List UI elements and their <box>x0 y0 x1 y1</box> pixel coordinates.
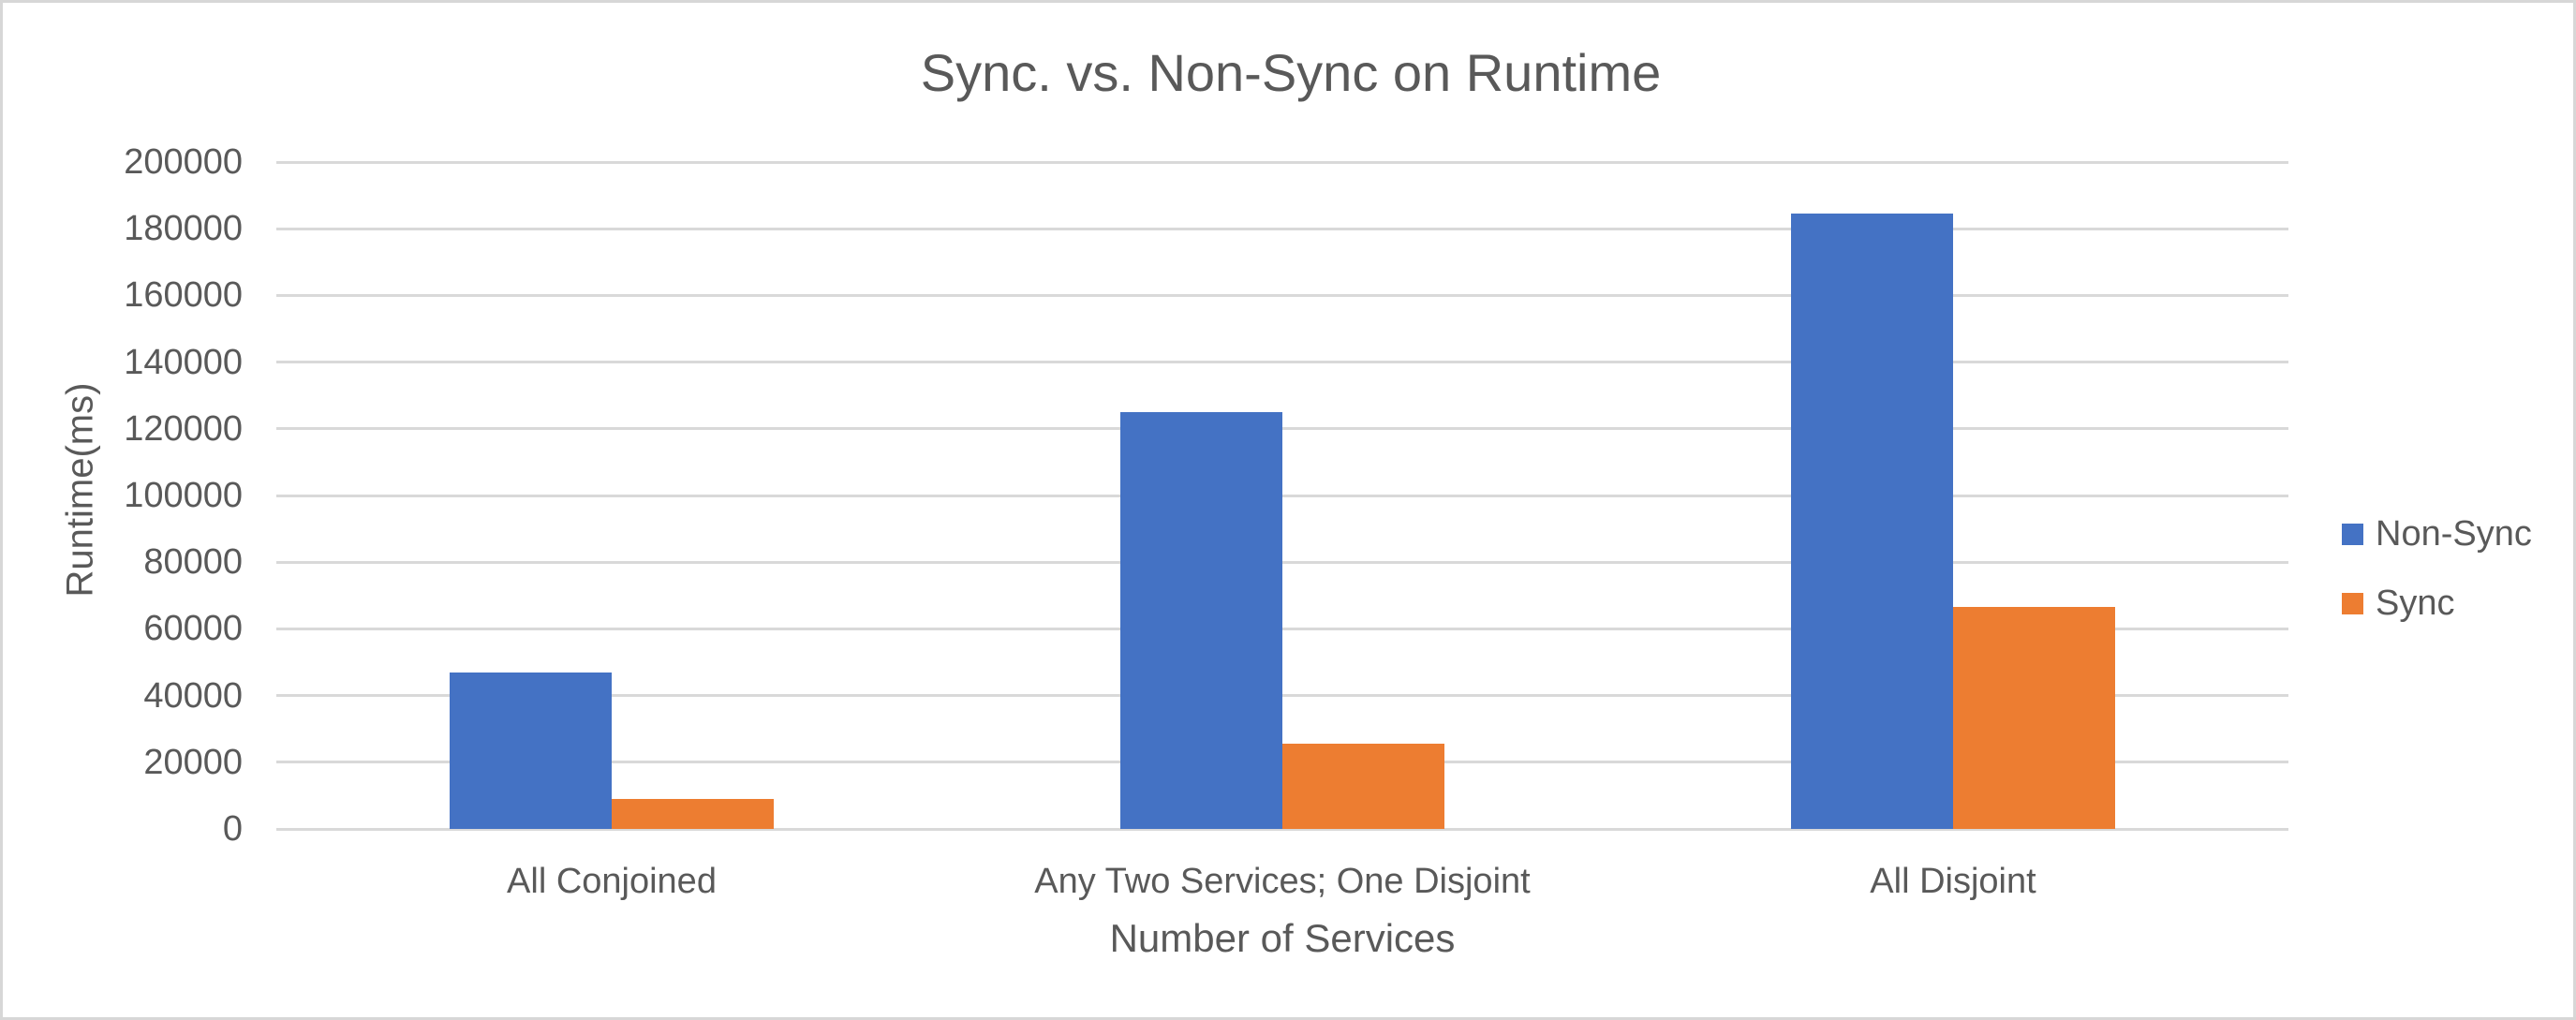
chart-title: Sync. vs. Non-Sync on Runtime <box>920 43 1662 102</box>
x-category-label: All Conjoined <box>507 862 717 901</box>
y-tick-label: 60000 <box>143 609 243 649</box>
y-tick-label: 20000 <box>143 742 243 782</box>
legend-entry: Non-Sync <box>2342 512 2532 555</box>
legend-label: Non-Sync <box>2376 513 2532 554</box>
gridline <box>276 627 2288 630</box>
gridline <box>276 827 2288 831</box>
legend-entry: Sync <box>2342 582 2532 625</box>
x-axis-category-labels: All Conjoined Any Two Services; One Disjo… <box>276 861 2288 908</box>
gridline <box>276 160 2288 164</box>
y-tick-label: 40000 <box>143 675 243 716</box>
bar-non-sync <box>1120 412 1282 829</box>
gridline <box>276 361 2288 364</box>
x-category-label: Any Two Services; One Disjoint <box>1034 862 1531 901</box>
bar-sync <box>1282 744 1444 829</box>
bar-sync <box>1953 607 2115 829</box>
gridline <box>276 293 2288 297</box>
y-tick-label: 180000 <box>124 209 243 249</box>
gridline <box>276 227 2288 230</box>
y-tick-label: 160000 <box>124 275 243 316</box>
gridline <box>276 494 2288 497</box>
legend: Non-Sync Sync <box>2342 512 2532 625</box>
legend-swatch-icon <box>2342 592 2363 614</box>
legend-swatch-icon <box>2342 523 2363 545</box>
y-tick-label: 0 <box>222 809 243 849</box>
x-category-label: All Disjoint <box>1870 862 2036 901</box>
y-tick-label: 80000 <box>143 542 243 583</box>
bar-sync <box>612 798 774 829</box>
gridline <box>276 560 2288 564</box>
plot-area <box>276 160 2288 831</box>
legend-label: Sync <box>2376 583 2455 623</box>
bar-non-sync <box>450 672 612 829</box>
y-tick-label: 200000 <box>124 142 243 182</box>
y-tick-label: 100000 <box>124 476 243 515</box>
gridline <box>276 694 2288 698</box>
x-axis-title: Number of Services <box>1109 916 1456 960</box>
bar-non-sync <box>1791 214 1953 829</box>
y-tick-label: 140000 <box>124 342 243 382</box>
gridline <box>276 427 2288 431</box>
y-tick-label: 120000 <box>124 408 243 449</box>
y-axis-tick-labels: 0 20000 40000 60000 80000 100000 120000 140000 1… <box>59 142 243 849</box>
